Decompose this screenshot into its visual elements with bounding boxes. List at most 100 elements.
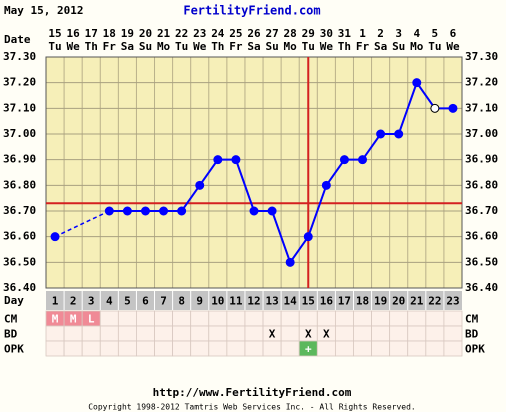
row-cell xyxy=(172,340,192,357)
y-tick-label: 36.80 xyxy=(3,178,36,191)
day-number: 9 xyxy=(196,295,203,308)
y-tick-label-right: 36.60 xyxy=(465,230,498,243)
day-number: 6 xyxy=(142,295,149,308)
weekday-label: Su xyxy=(139,40,152,53)
y-tick-label-right: 37.20 xyxy=(465,76,498,89)
row-cell xyxy=(226,340,246,357)
row-cell xyxy=(154,325,174,342)
day-number: 8 xyxy=(178,295,185,308)
day-number: 5 xyxy=(124,295,131,308)
weekday-label: Tu xyxy=(302,40,315,53)
temp-point xyxy=(339,155,349,165)
temp-point xyxy=(159,206,169,216)
row-label: CM xyxy=(4,313,18,326)
day-row-label: Day xyxy=(4,294,24,307)
day-number: 2 xyxy=(70,295,77,308)
row-cell xyxy=(334,310,354,327)
weekday-label: Su xyxy=(265,40,278,53)
x-tick-label: 2 xyxy=(377,27,384,40)
row-cell xyxy=(425,310,445,327)
row-cell xyxy=(334,325,354,342)
y-tick-label: 36.90 xyxy=(3,153,36,166)
day-number: 13 xyxy=(265,295,278,308)
row-cell xyxy=(316,310,336,327)
day-row xyxy=(46,291,462,310)
row-cell xyxy=(334,340,354,357)
row-cell xyxy=(425,340,445,357)
row-cell xyxy=(389,340,409,357)
temp-point xyxy=(303,232,313,242)
weekday-label: Tu xyxy=(175,40,188,53)
row-cell xyxy=(63,340,83,357)
temp-point xyxy=(394,129,404,139)
weekday-label: Th xyxy=(85,40,98,53)
temp-point xyxy=(140,206,150,216)
x-tick-label: 31 xyxy=(338,27,352,40)
row-cell xyxy=(226,325,246,342)
gap-bridge xyxy=(54,210,110,238)
day-number: 17 xyxy=(338,295,351,308)
temp-point xyxy=(213,155,223,165)
row-cell xyxy=(371,340,391,357)
day-number: 16 xyxy=(320,295,334,308)
temp-point xyxy=(267,206,277,216)
row-cell xyxy=(154,340,174,357)
day-number: 22 xyxy=(428,295,441,308)
temp-point xyxy=(231,155,241,165)
weekday-label: Sa xyxy=(374,40,387,53)
weekday-label: Mo xyxy=(284,40,298,53)
weekday-label: Fr xyxy=(103,40,117,53)
weekday-label: We xyxy=(67,40,81,53)
day-number: 10 xyxy=(211,295,224,308)
x-tick-label: 24 xyxy=(211,27,225,40)
day-number: 1 xyxy=(52,295,59,308)
row-cell xyxy=(190,340,210,357)
y-tick-label-right: 36.50 xyxy=(465,255,498,268)
row-cell xyxy=(99,325,119,342)
y-tick-label: 37.10 xyxy=(3,101,36,114)
weekday-label: Sa xyxy=(121,40,134,53)
day-number: 7 xyxy=(160,295,167,308)
row-cell-text: + xyxy=(305,343,312,356)
temp-point xyxy=(358,155,368,165)
y-tick-label-right: 36.40 xyxy=(465,281,498,294)
x-tick-label: 5 xyxy=(432,27,439,40)
row-cell xyxy=(389,310,409,327)
row-cell xyxy=(407,310,427,327)
day-number: 12 xyxy=(247,295,260,308)
row-cell xyxy=(136,325,155,342)
row-cell xyxy=(371,310,391,327)
weekday-label: Tu xyxy=(48,40,61,53)
row-cell xyxy=(117,325,137,342)
row-cell xyxy=(244,340,264,357)
row-cell-text: X xyxy=(323,328,330,341)
weekday-label: Fr xyxy=(356,40,370,53)
x-tick-label: 25 xyxy=(229,27,242,40)
row-cell xyxy=(117,310,137,327)
row-cell-text: L xyxy=(88,313,95,326)
temp-point xyxy=(430,103,440,113)
row-cell xyxy=(371,325,391,342)
weekday-label: We xyxy=(193,40,207,53)
row-cell xyxy=(45,340,65,357)
temp-point xyxy=(50,232,60,242)
weekday-label: Mo xyxy=(410,40,424,53)
temp-point xyxy=(195,180,205,190)
day-number: 14 xyxy=(284,295,298,308)
row-cell xyxy=(262,340,282,357)
row-cell xyxy=(172,325,192,342)
y-tick-label-right: 37.00 xyxy=(465,127,498,140)
row-cell-text: M xyxy=(52,313,59,326)
row-cell xyxy=(443,340,463,357)
row-cell xyxy=(226,310,246,327)
weekday-label: Fr xyxy=(229,40,243,53)
x-tick-label: 29 xyxy=(302,27,315,40)
temp-point xyxy=(249,206,259,216)
x-tick-label: 4 xyxy=(413,27,420,40)
y-tick-label: 37.20 xyxy=(3,76,36,89)
plot-area xyxy=(46,57,462,288)
weekday-label: Th xyxy=(211,40,224,53)
weekday-label: Su xyxy=(392,40,405,53)
row-cell xyxy=(443,310,463,327)
